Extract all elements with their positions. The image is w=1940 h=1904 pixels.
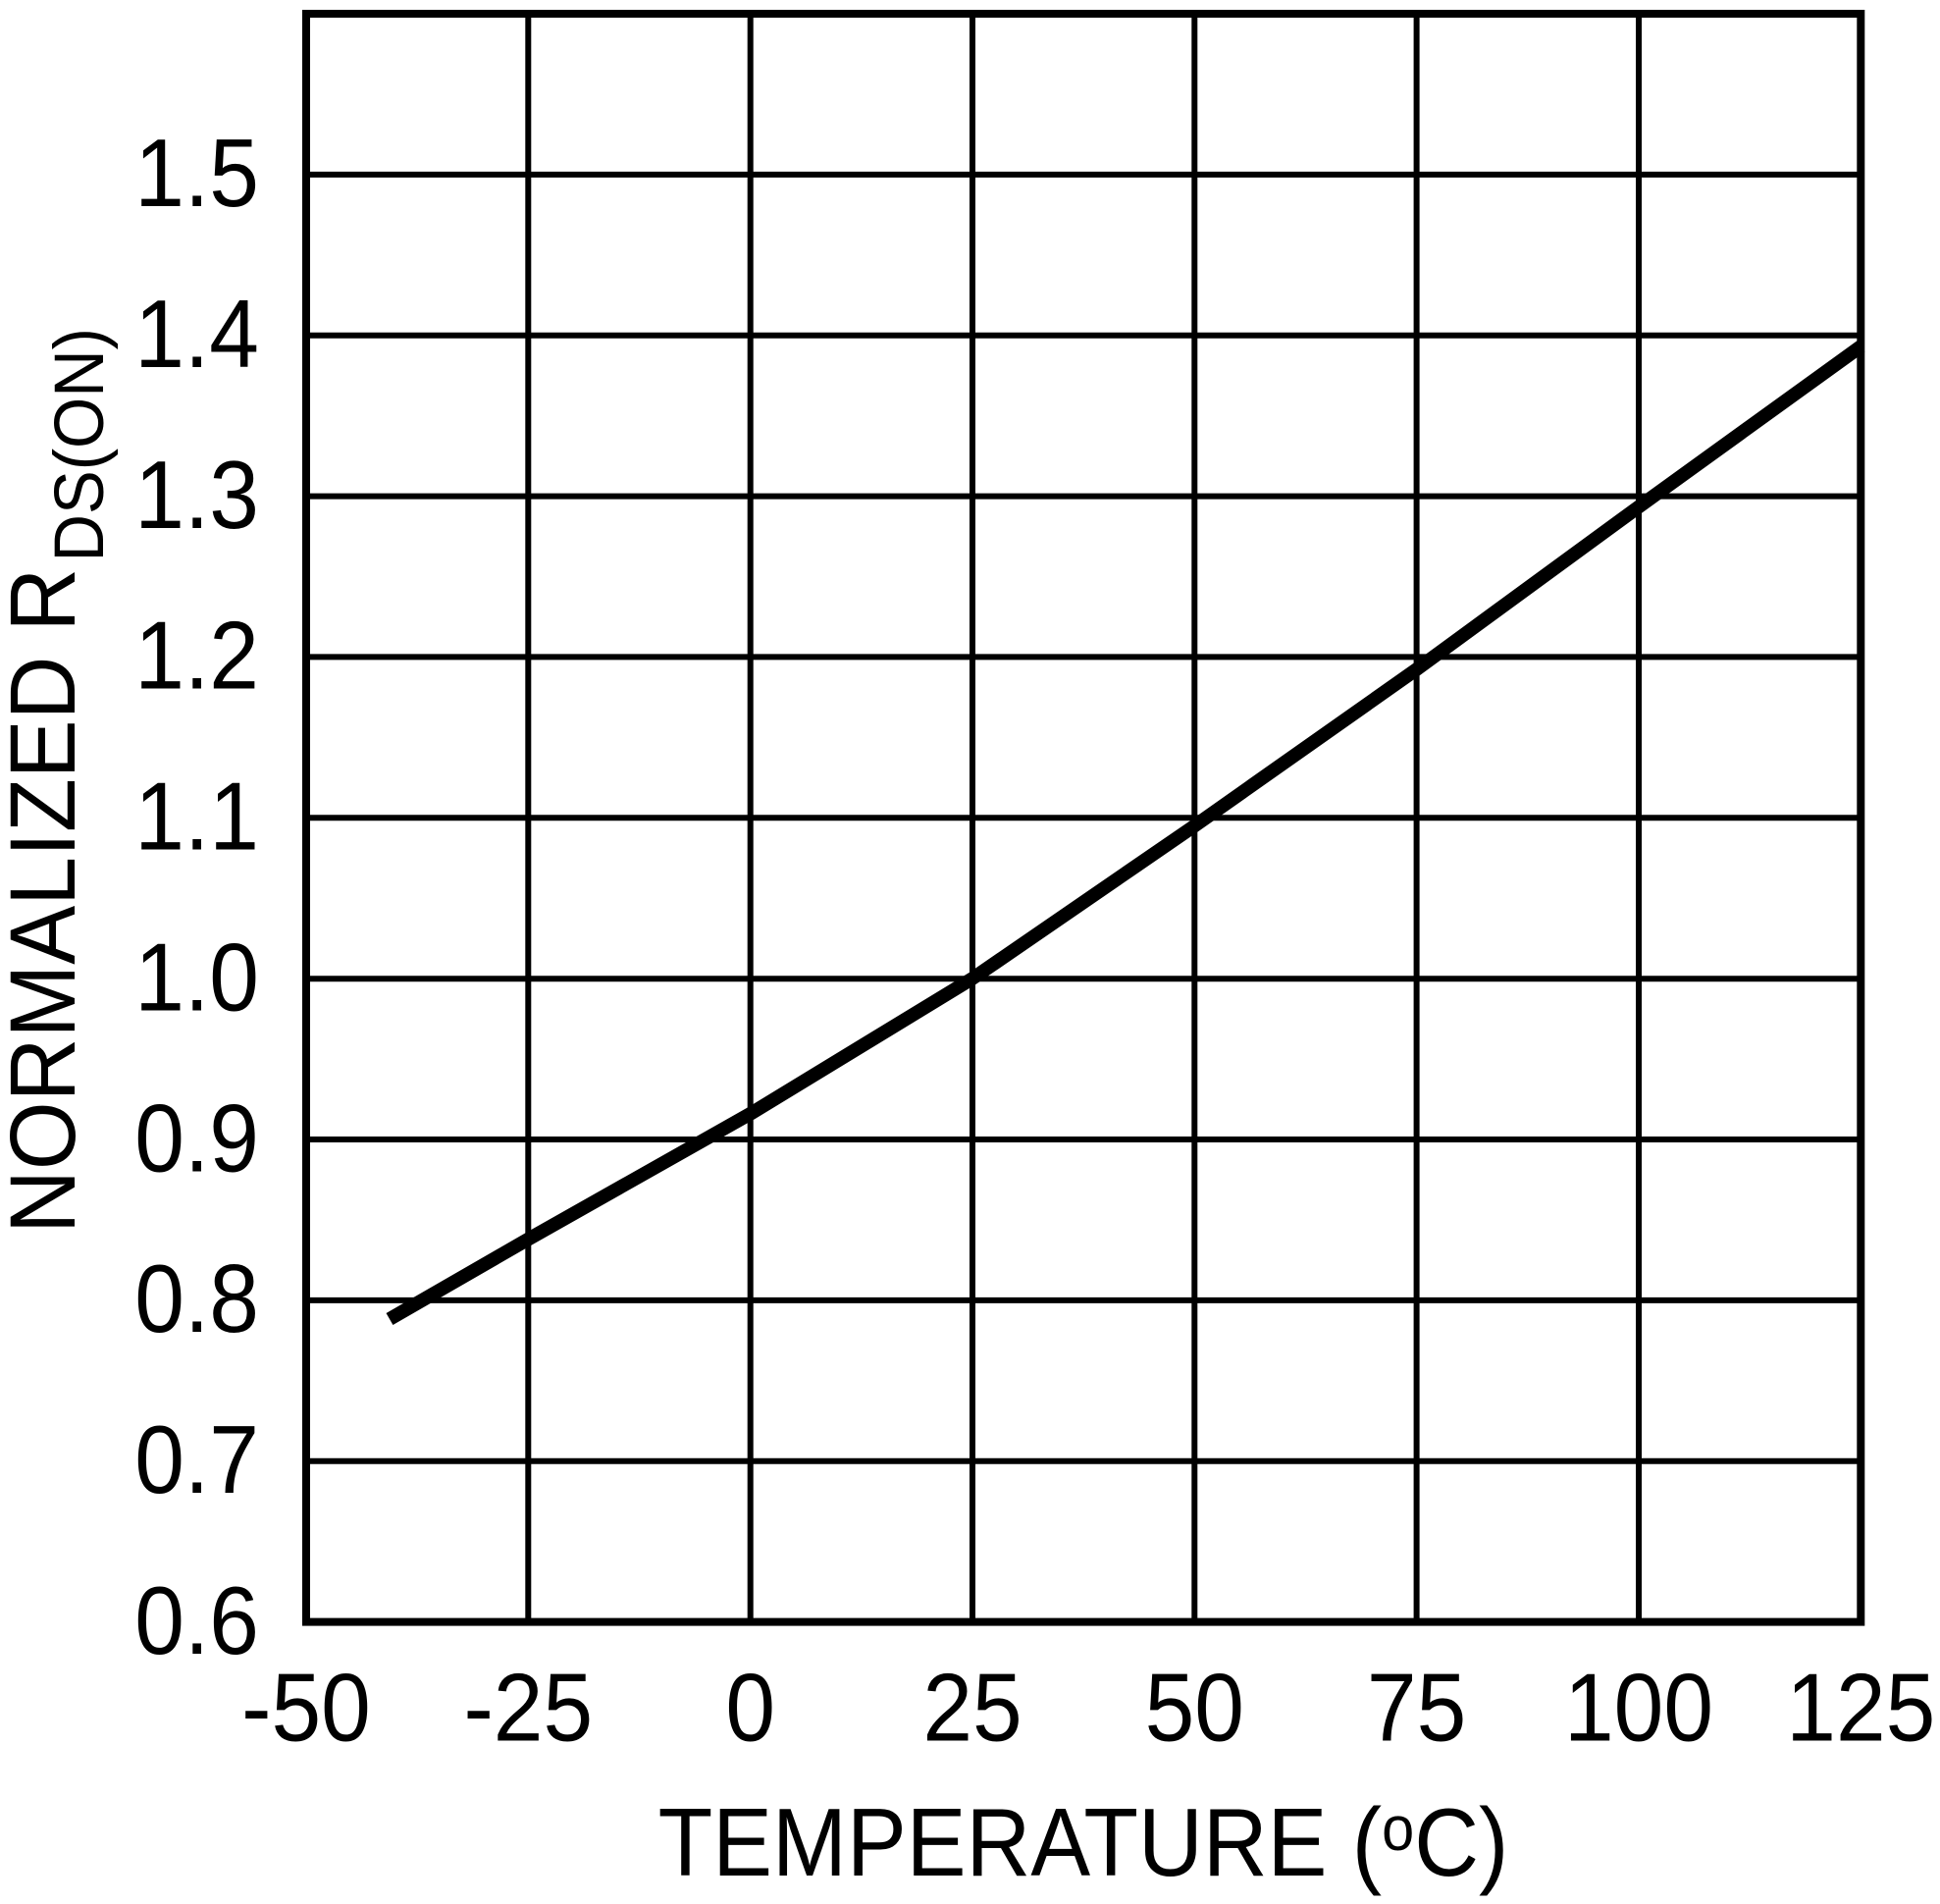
svg-text:1.4: 1.4 (134, 281, 259, 389)
svg-text:-25: -25 (463, 1654, 593, 1762)
svg-text:TEMPERATURE (oC): TEMPERATURE (oC) (658, 1789, 1509, 1897)
svg-text:1.0: 1.0 (134, 924, 259, 1031)
svg-text:0.6: 0.6 (134, 1567, 259, 1675)
svg-text:50: 50 (1145, 1654, 1244, 1762)
svg-text:NORMALIZED R: NORMALIZED R (0, 568, 95, 1234)
svg-text:1.1: 1.1 (134, 764, 259, 872)
svg-text:0.7: 0.7 (134, 1406, 259, 1514)
svg-text:1.2: 1.2 (134, 603, 259, 711)
svg-text:25: 25 (922, 1654, 1022, 1762)
svg-text:125: 125 (1786, 1654, 1935, 1762)
svg-text:1.3: 1.3 (134, 442, 259, 550)
svg-text:1.5: 1.5 (134, 120, 259, 228)
svg-text:DS(ON): DS(ON) (39, 328, 118, 561)
svg-text:100: 100 (1564, 1654, 1713, 1762)
svg-text:0: 0 (725, 1654, 775, 1762)
svg-text:75: 75 (1367, 1654, 1466, 1762)
svg-text:0.9: 0.9 (134, 1084, 259, 1192)
svg-text:-50: -50 (241, 1654, 371, 1762)
svg-text:0.8: 0.8 (134, 1245, 259, 1353)
